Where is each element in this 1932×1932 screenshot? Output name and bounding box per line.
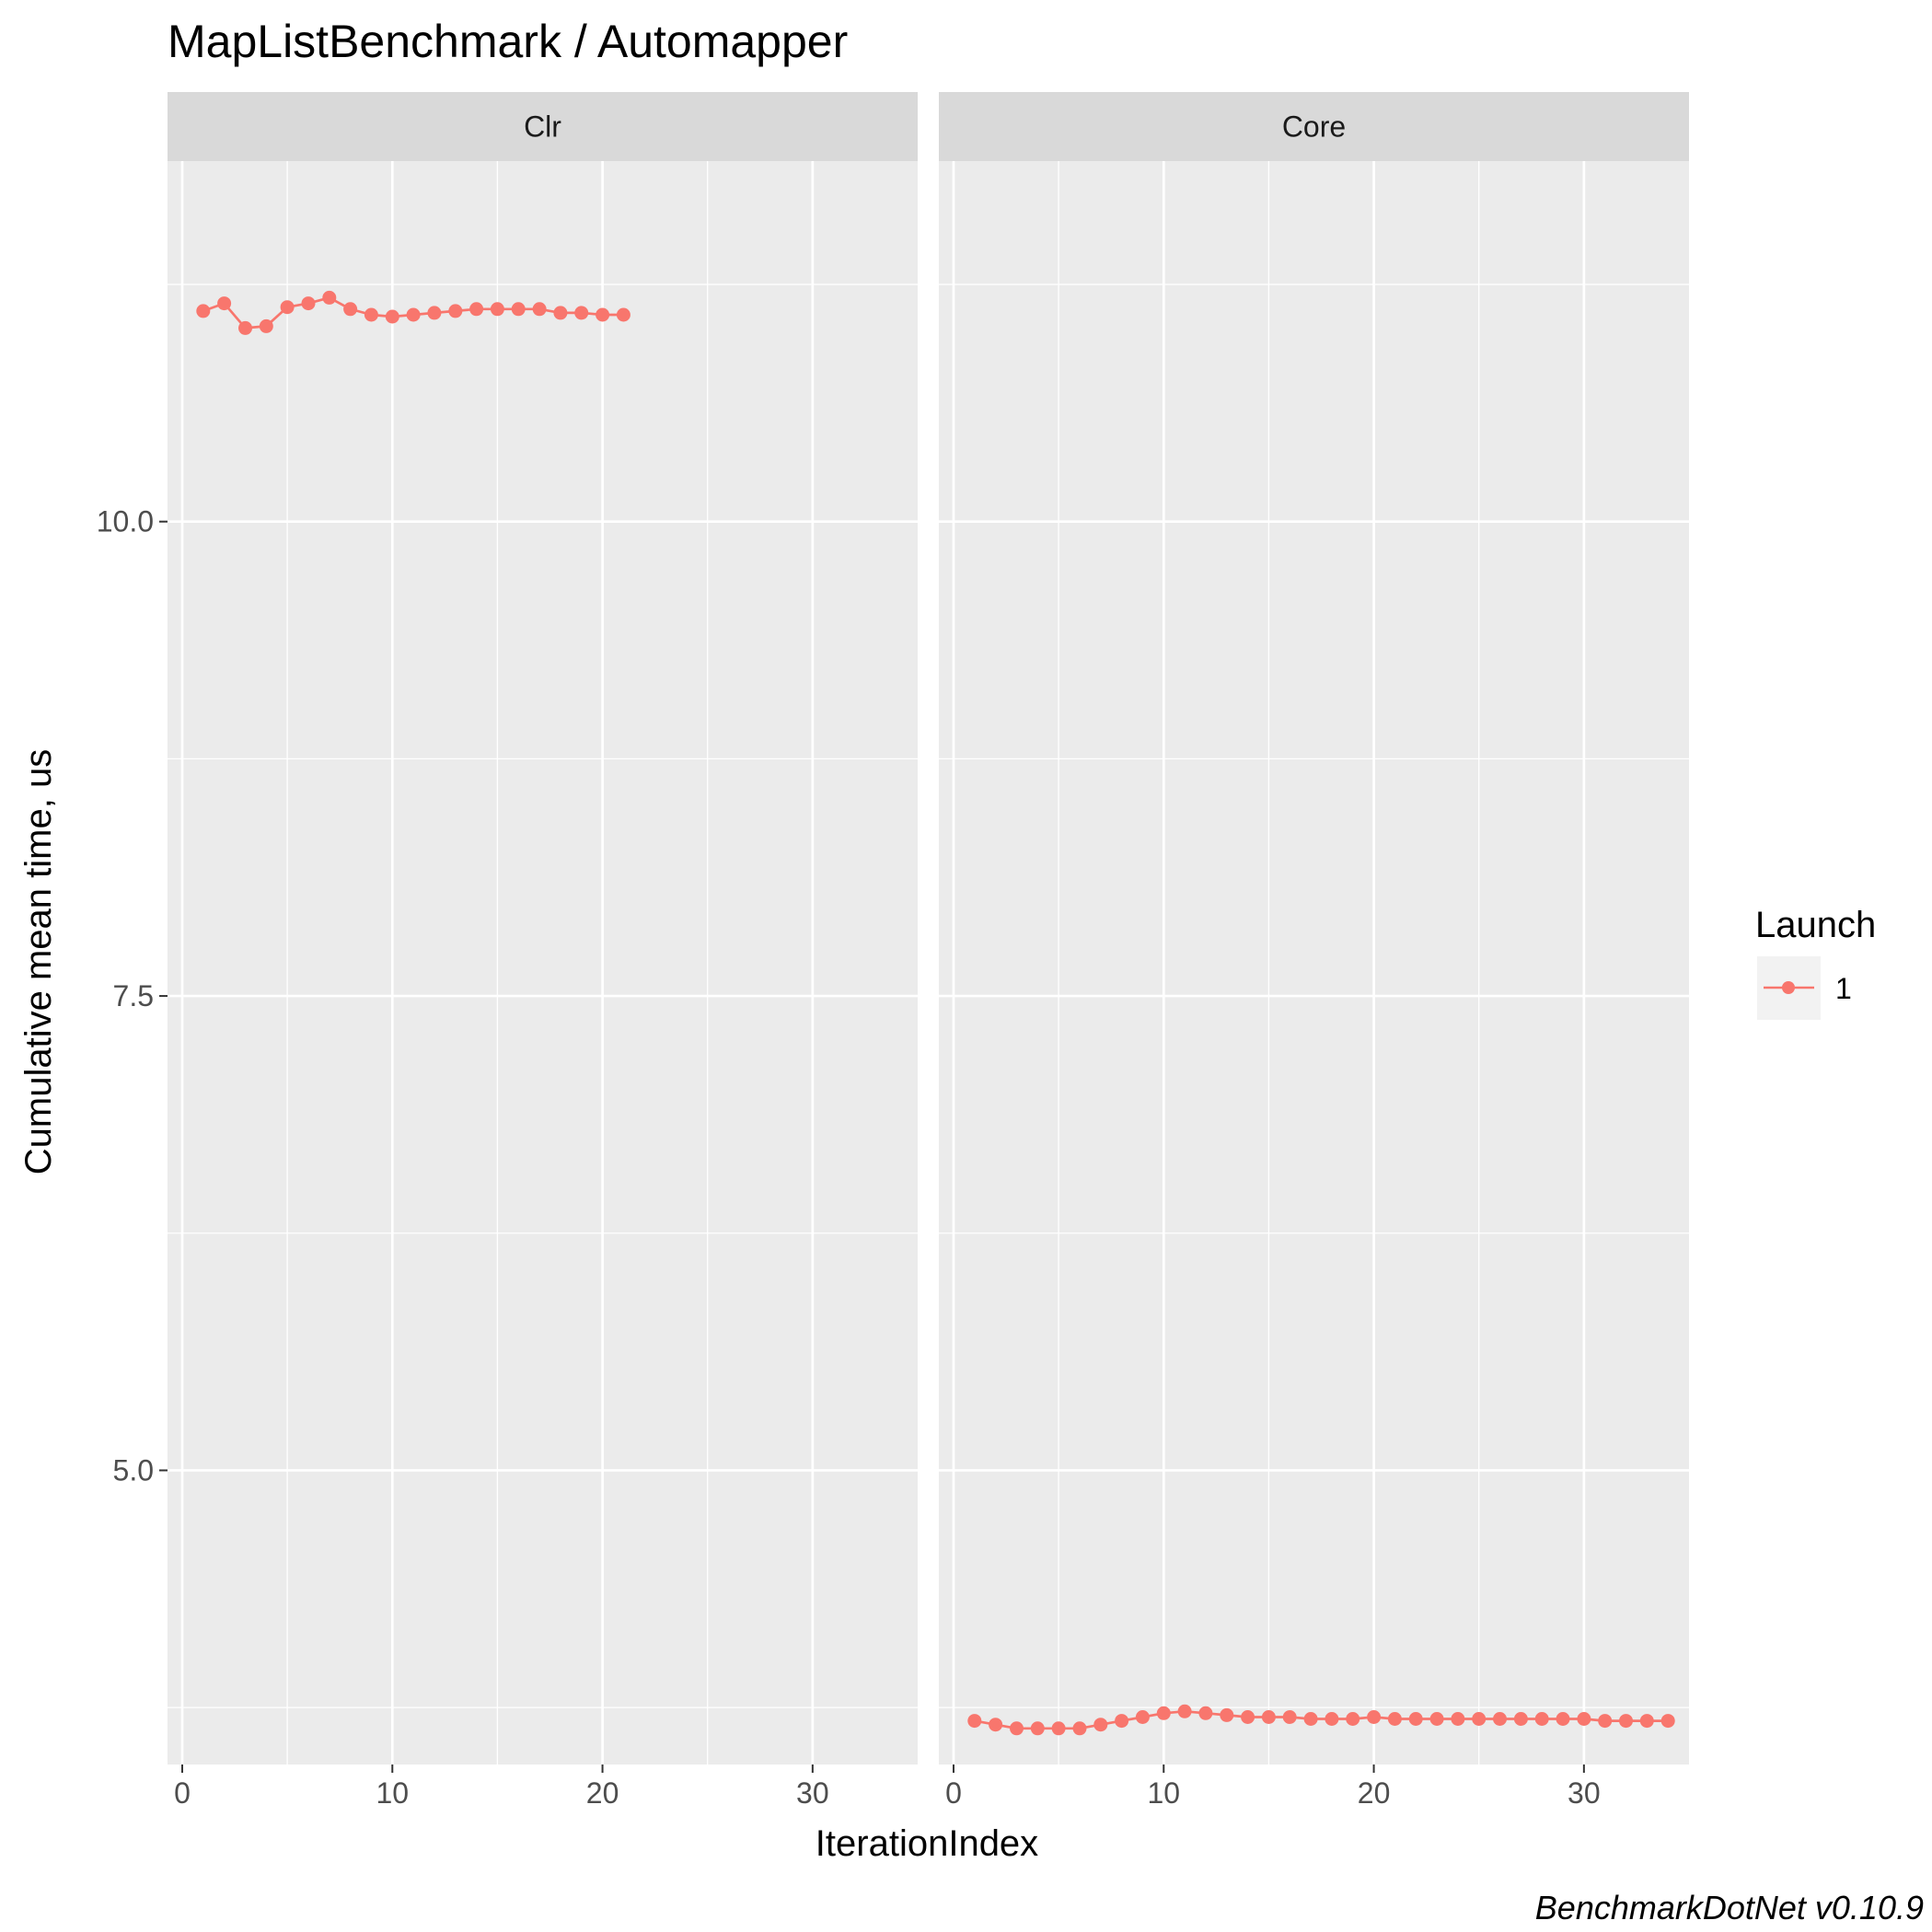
x-tick-label: 10 <box>376 1776 409 1810</box>
data-point <box>343 302 358 317</box>
data-point <box>1367 1710 1382 1724</box>
data-point <box>553 306 568 320</box>
data-point <box>574 306 589 320</box>
legend-key-point <box>1782 981 1795 994</box>
data-point <box>490 302 504 317</box>
data-point <box>322 290 337 305</box>
data-point <box>280 300 295 315</box>
chart-title: MapListBenchmark / Automapper <box>168 16 848 67</box>
data-point <box>1241 1710 1255 1724</box>
data-point <box>1010 1721 1024 1736</box>
x-tick-label: 20 <box>586 1776 619 1810</box>
data-point <box>217 296 232 311</box>
x-tick-label: 20 <box>1358 1776 1391 1810</box>
data-point <box>385 309 399 324</box>
data-point <box>967 1714 982 1729</box>
data-point <box>238 320 252 335</box>
data-point <box>532 302 547 317</box>
facet-panels: Clr 0 10 20 30 5.0 7.5 10.0 Core 0 10 20 30 <box>97 92 1689 1810</box>
x-tick-label: 30 <box>1568 1776 1601 1810</box>
data-point <box>616 307 631 322</box>
y-axis-title: Cumulative mean time, us <box>18 749 59 1174</box>
data-point <box>1429 1712 1444 1726</box>
data-point <box>1639 1714 1654 1729</box>
data-point <box>1577 1712 1591 1726</box>
data-point <box>448 304 463 318</box>
data-point <box>1030 1721 1045 1736</box>
data-point <box>1534 1712 1549 1726</box>
data-point <box>1220 1707 1234 1722</box>
data-point <box>406 307 421 322</box>
data-point <box>1325 1712 1339 1726</box>
legend-entry-label: 1 <box>1835 972 1852 1005</box>
data-point <box>1072 1721 1087 1736</box>
data-point <box>1387 1712 1402 1726</box>
x-axis-title: IterationIndex <box>816 1823 1038 1864</box>
data-point <box>596 307 610 322</box>
data-point <box>196 304 211 318</box>
data-point <box>1303 1712 1318 1726</box>
data-point <box>1619 1714 1633 1729</box>
data-point <box>1093 1718 1108 1732</box>
data-point <box>1598 1714 1613 1729</box>
y-tick-label: 7.5 <box>113 979 154 1012</box>
data-point <box>1135 1710 1150 1724</box>
data-point <box>259 318 273 333</box>
data-point <box>989 1718 1003 1732</box>
data-point <box>1493 1712 1507 1726</box>
data-point <box>1660 1714 1675 1729</box>
x-tick-label: 10 <box>1147 1776 1180 1810</box>
data-point <box>1451 1712 1465 1726</box>
series-line-launch-1 <box>974 1709 1669 1730</box>
data-point <box>1261 1710 1276 1724</box>
data-point <box>1051 1721 1066 1736</box>
data-point <box>1346 1712 1360 1726</box>
facet-strip <box>939 92 1689 161</box>
data-point <box>364 307 378 322</box>
data-point <box>1115 1714 1129 1729</box>
panel-background <box>168 161 918 1764</box>
data-point <box>1408 1712 1423 1726</box>
data-point <box>1177 1704 1192 1718</box>
y-tick-label: 5.0 <box>113 1453 154 1487</box>
facet-panel-clr: Clr 0 10 20 30 5.0 7.5 10.0 <box>97 92 918 1810</box>
caption: BenchmarkDotNet v0.10.9 <box>1535 1889 1924 1926</box>
data-point <box>469 302 484 317</box>
data-point <box>301 296 316 311</box>
y-tick-label: 10.0 <box>97 505 154 538</box>
legend: Launch 1 <box>1755 905 1876 1020</box>
x-tick-label: 0 <box>174 1776 191 1810</box>
facet-strip-label: Clr <box>524 110 561 144</box>
facet-strip-label: Core <box>1282 110 1346 144</box>
x-tick-label: 0 <box>945 1776 962 1810</box>
data-point <box>1556 1712 1570 1726</box>
facet-strip <box>168 92 918 161</box>
panel-background <box>939 161 1689 1764</box>
facet-panel-core: Core 0 10 20 30 <box>939 92 1689 1810</box>
x-tick-label: 30 <box>796 1776 829 1810</box>
data-point <box>1282 1710 1297 1724</box>
data-point <box>427 306 442 320</box>
data-point <box>1513 1712 1528 1726</box>
data-point <box>511 302 526 317</box>
legend-title: Launch <box>1755 905 1876 945</box>
data-point <box>1156 1706 1171 1720</box>
data-point <box>1198 1706 1213 1720</box>
data-point <box>1472 1712 1487 1726</box>
